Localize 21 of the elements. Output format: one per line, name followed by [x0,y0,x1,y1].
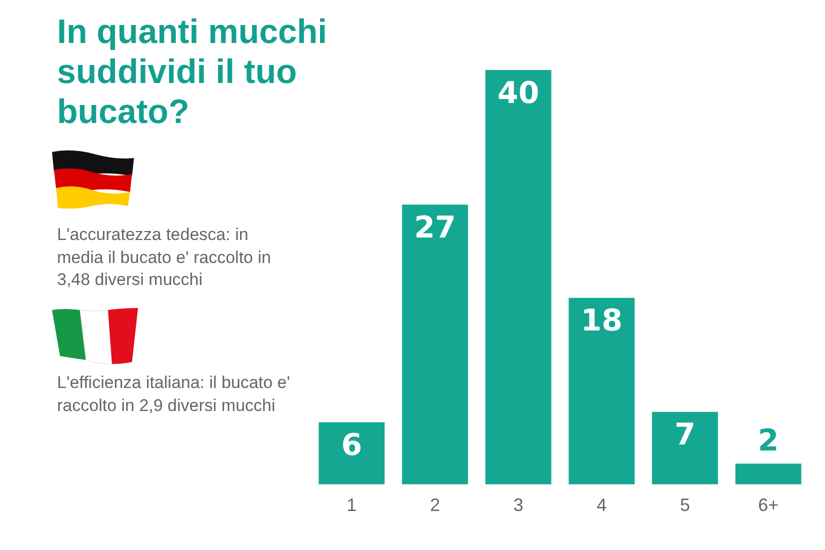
x-tick-label: 3 [513,495,524,516]
bar [568,298,635,484]
x-tick-label: 6+ [758,495,779,516]
bar [402,204,468,484]
x-tick-label: 5 [680,495,690,516]
x-tick-label: 1 [346,495,357,516]
chart-title: In quanti mucchi suddividi il tuo bucato? [57,12,328,132]
x-tick-label: 4 [596,495,607,516]
bar [318,422,385,484]
data-label: 18 [580,304,623,339]
data-label: 2 [758,423,779,458]
data-label: 27 [414,210,456,246]
bar [485,70,552,484]
text: L'accuratezza tedesca: in media il bucato e' raccolto in 3,48 diversi mucchi [57,224,272,292]
bar [735,464,802,484]
data-label: 40 [497,76,540,111]
data-label: 6 [341,428,362,464]
text: L'efficienza italiana: il bucato e' raccolto in 2,9 diversi mucchi [57,372,291,417]
x-tick-label: 2 [430,495,440,516]
data-label: 7 [674,418,696,453]
bar [652,412,718,484]
